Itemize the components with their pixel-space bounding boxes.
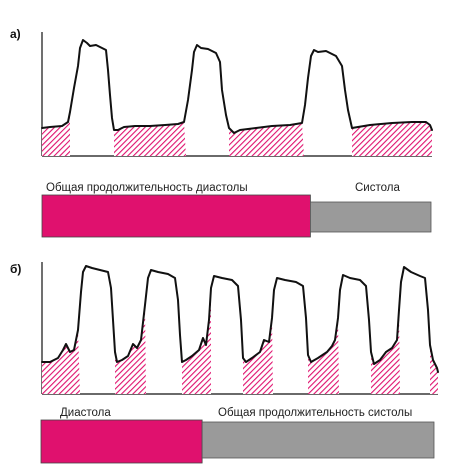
panel-b-pressure-trace bbox=[41, 265, 439, 373]
panel-a-diastole-label: Общая продолжительность диастолы bbox=[46, 182, 248, 194]
panel-b-systole-label: Общая продолжительность систолы bbox=[218, 407, 412, 419]
panel-a-diastole-hatch-region bbox=[114, 122, 186, 156]
panel-b-diastole-hatch-region bbox=[308, 318, 339, 394]
panel-b-systole-bar bbox=[201, 421, 435, 459]
panel-a-diastole-hatch-region bbox=[229, 123, 304, 156]
panel-a-pressure-trace bbox=[41, 39, 433, 134]
panel-b-diastole-hatch-region bbox=[371, 310, 400, 394]
panel-a-diastole-hatching bbox=[42, 112, 432, 156]
panel-b: б) Диастола Общая продолжительность сист… bbox=[10, 262, 439, 464]
panel-a-diastole-bar bbox=[41, 194, 311, 238]
panel-b-diastole-bar bbox=[40, 419, 203, 464]
panel-a-diastole-hatch-region bbox=[42, 112, 70, 156]
panel-a-letter: а) bbox=[10, 27, 21, 41]
panel-b-diastole-hatch-region bbox=[182, 288, 211, 394]
panel-a-systole-label: Систола bbox=[355, 182, 400, 194]
panel-b-letter: б) bbox=[10, 262, 21, 276]
panel-b-diastole-hatch-region bbox=[115, 305, 146, 394]
panel-b-diastole-label: Диастола bbox=[60, 407, 111, 419]
panel-a-systole-bar bbox=[310, 201, 432, 233]
panel-b-diastole-hatch-region bbox=[243, 318, 273, 394]
panel-b-diastole-hatch-region bbox=[42, 330, 80, 394]
panel-a: а) Общая продолжительность диастолы Сист… bbox=[10, 27, 433, 238]
panel-a-diastole-hatch-region bbox=[352, 122, 432, 156]
